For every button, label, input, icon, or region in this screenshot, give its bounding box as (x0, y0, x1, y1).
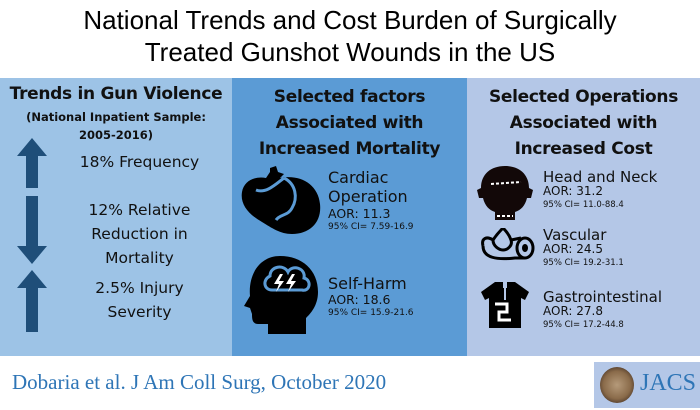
trends-panel: Trends in Gun Violence (National Inpatie… (0, 78, 232, 356)
trend-injury-severity: 2.5% Injury Severity (95, 279, 184, 321)
trends-subheading: (National Inpatient Sample: 2005-2016) (26, 110, 206, 142)
heart-icon (241, 166, 321, 234)
vascular-ci: 95% CI= 19.2-31.1 (543, 258, 624, 268)
head-storm-icon (244, 256, 318, 334)
trends-heading: Trends in Gun Violence (9, 84, 223, 104)
head-neck-ci: 95% CI= 11.0-88.4 (543, 200, 624, 210)
jacs-logo: JACS (594, 362, 700, 408)
jacs-logo-text: JACS (640, 370, 697, 396)
page-title: National Trends and Cost Burden of Surgi… (0, 4, 700, 68)
cost-heading: Selected Operations Associated with Incr… (488, 87, 679, 159)
gastrointestinal-ci: 95% CI= 17.2-44.8 (543, 320, 624, 330)
head-neck-name: Head and Neck (543, 168, 658, 186)
gastrointestinal-name: Gastrointestinal (543, 288, 663, 306)
trend-frequency: 18% Frequency (79, 153, 200, 171)
title-line-1: National Trends and Cost Burden of Surgi… (83, 5, 617, 35)
trend-mortality: 12% Relative Reduction in Mortality (88, 201, 191, 267)
cardiac-ci: 95% CI= 7.59-16.9 (328, 222, 414, 232)
arrow-up-icon (17, 138, 47, 188)
gastrointestinal-aor: AOR: 27.8 (543, 304, 603, 318)
arrow-down-icon (17, 196, 47, 264)
cardiac-name: Cardiac Operation (328, 168, 408, 206)
self-harm-name: Self-Harm (328, 274, 407, 293)
citation: Dobaria et al. J Am Coll Surg, October 2… (12, 370, 387, 394)
mortality-factors-panel: Selected factors Associated with Increas… (232, 78, 467, 356)
vascular-name: Vascular (543, 226, 607, 244)
cardiac-aor: AOR: 11.3 (328, 206, 391, 221)
bleeding-vessel-icon (481, 228, 535, 261)
stitched-head-icon (477, 166, 533, 220)
jacs-seal-icon (600, 367, 634, 403)
self-harm-ci: 95% CI= 15.9-21.6 (328, 308, 414, 318)
self-harm-aor: AOR: 18.6 (328, 292, 391, 307)
mortality-heading: Selected factors Associated with Increas… (258, 87, 441, 159)
vascular-aor: AOR: 24.5 (543, 242, 603, 256)
cost-operations-panel: Selected Operations Associated with Incr… (467, 78, 700, 356)
arrow-up-icon (17, 270, 47, 332)
intestine-icon (481, 282, 529, 328)
title-line-2: Treated Gunshot Wounds in the US (144, 37, 556, 67)
head-neck-aor: AOR: 31.2 (543, 184, 603, 198)
